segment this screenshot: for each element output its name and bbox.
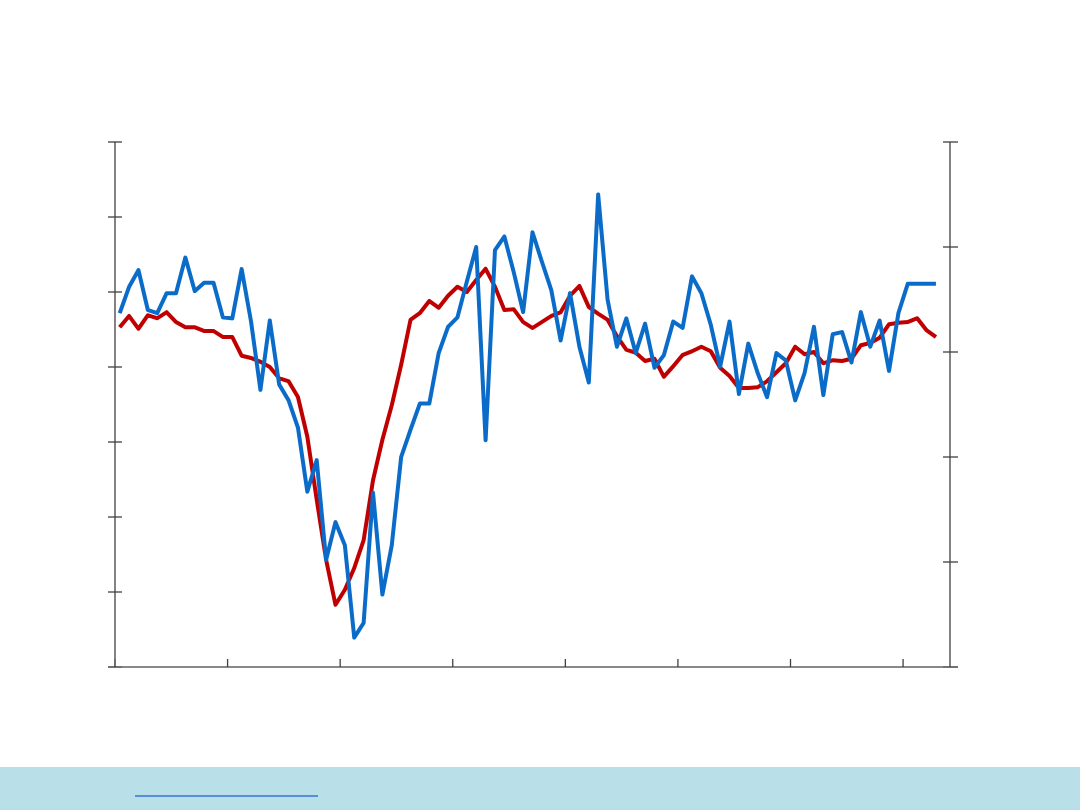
series-line <box>118 266 938 607</box>
footer-band <box>0 767 1080 810</box>
series-line <box>117 192 936 640</box>
